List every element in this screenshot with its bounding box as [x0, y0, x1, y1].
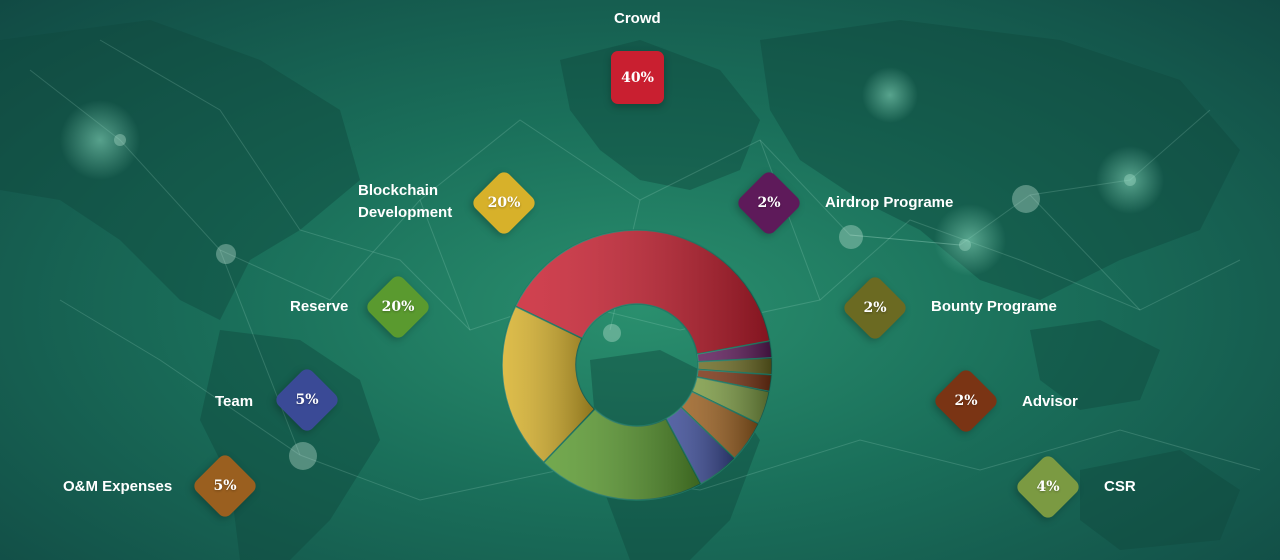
blockchain-development-value-badge: 20%	[470, 169, 538, 237]
advisor-value-badge: 2%	[932, 367, 1000, 435]
bounty-programe-label: Bounty Programe	[931, 298, 1057, 315]
csr-value-badge: 4%	[1014, 453, 1082, 521]
donut-slice-shading	[543, 409, 701, 500]
donut-slice-shading	[681, 391, 759, 459]
airdrop-programe-value-badge: 2%	[735, 169, 803, 237]
team-label: Team	[215, 393, 254, 410]
csr-value: 4%	[1036, 479, 1060, 495]
advisor-label: Advisor	[1022, 393, 1078, 410]
donut-slice-shading	[697, 341, 772, 362]
donut-slice-shading	[696, 369, 772, 392]
donut-slice-shading	[502, 306, 595, 463]
blockchain-development-value: 20%	[487, 195, 521, 211]
airdrop-programe-value: 2%	[757, 195, 781, 211]
team-value-badge: 5%	[273, 366, 341, 434]
advisor-value: 2%	[954, 393, 978, 409]
token-distribution-donut-chart	[501, 229, 773, 501]
csr-label: CSR	[1104, 478, 1136, 495]
airdrop-programe-label: Airdrop Programe	[825, 194, 954, 211]
crowd-label: Crowd	[614, 10, 661, 27]
donut-slice-shading	[515, 230, 770, 355]
om-expenses-value-badge: 5%	[191, 452, 259, 520]
donut-slice-shading	[691, 377, 770, 424]
blockchain-development-label-line2: Development	[358, 204, 453, 221]
team-value: 5%	[295, 392, 319, 408]
reserve-value-badge: 20%	[364, 273, 432, 341]
crowd-value-badge: 40%	[611, 51, 664, 104]
donut-slice-shading	[665, 407, 735, 484]
reserve-label: Reserve	[290, 298, 349, 315]
bounty-programe-value: 2%	[863, 300, 887, 316]
bounty-programe-value-badge: 2%	[841, 274, 909, 342]
om-expenses-label: O&M Expenses	[63, 478, 173, 495]
reserve-value: 20%	[381, 299, 415, 315]
blockchain-development-label-line1: Blockchain	[358, 182, 439, 199]
blockchain-development-label: Blockchain Development	[358, 180, 452, 224]
om-expenses-value: 5%	[213, 478, 237, 494]
